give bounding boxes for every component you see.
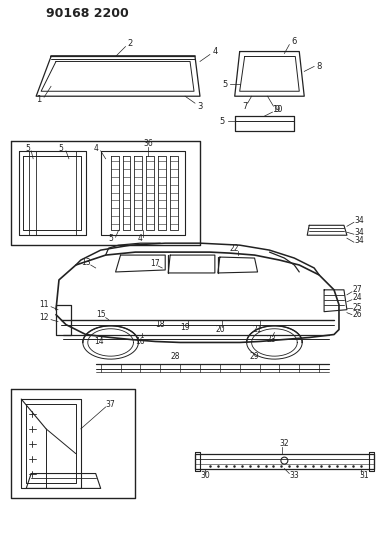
Text: 15: 15 [96, 310, 105, 319]
Text: 5: 5 [222, 80, 227, 89]
Text: 8: 8 [316, 62, 322, 71]
Text: 10: 10 [272, 104, 283, 114]
Text: 17: 17 [151, 259, 160, 268]
Text: 20: 20 [215, 325, 225, 334]
Text: 24: 24 [352, 293, 362, 302]
Text: 33: 33 [289, 471, 299, 480]
Text: 29: 29 [250, 352, 260, 361]
Text: 4: 4 [138, 233, 143, 243]
Text: 16: 16 [136, 337, 145, 346]
Text: 5: 5 [219, 117, 225, 126]
Text: 5: 5 [26, 144, 31, 154]
Text: 5: 5 [58, 144, 64, 154]
Text: 18: 18 [156, 320, 165, 329]
Text: 34: 34 [354, 228, 364, 237]
Text: 27: 27 [352, 285, 362, 294]
Text: 1: 1 [36, 95, 42, 104]
Text: 4: 4 [93, 144, 98, 154]
Text: 90168 2200: 90168 2200 [46, 7, 129, 20]
Text: 4: 4 [212, 47, 218, 56]
Text: 37: 37 [106, 400, 116, 408]
Text: 7: 7 [242, 102, 247, 111]
Text: 21: 21 [253, 325, 262, 334]
Text: 11: 11 [39, 300, 49, 309]
Text: 22: 22 [230, 244, 240, 253]
Text: 25: 25 [352, 303, 362, 312]
Text: 28: 28 [171, 352, 180, 361]
Text: 6: 6 [292, 37, 297, 46]
Text: 26: 26 [352, 310, 362, 319]
Text: 14: 14 [94, 337, 103, 346]
Text: 36: 36 [143, 139, 153, 148]
Text: 2: 2 [128, 39, 133, 48]
Text: 5: 5 [108, 233, 113, 243]
Text: 31: 31 [359, 471, 368, 480]
Text: 34: 34 [354, 216, 364, 225]
Text: 30: 30 [200, 471, 210, 480]
Text: 19: 19 [180, 323, 190, 332]
Text: 34: 34 [354, 236, 364, 245]
Text: 13: 13 [81, 257, 91, 266]
Text: 32: 32 [279, 439, 289, 448]
Text: 12: 12 [39, 313, 49, 322]
Text: 23: 23 [267, 335, 276, 344]
Text: 3: 3 [197, 102, 203, 111]
Text: 9: 9 [275, 104, 280, 114]
